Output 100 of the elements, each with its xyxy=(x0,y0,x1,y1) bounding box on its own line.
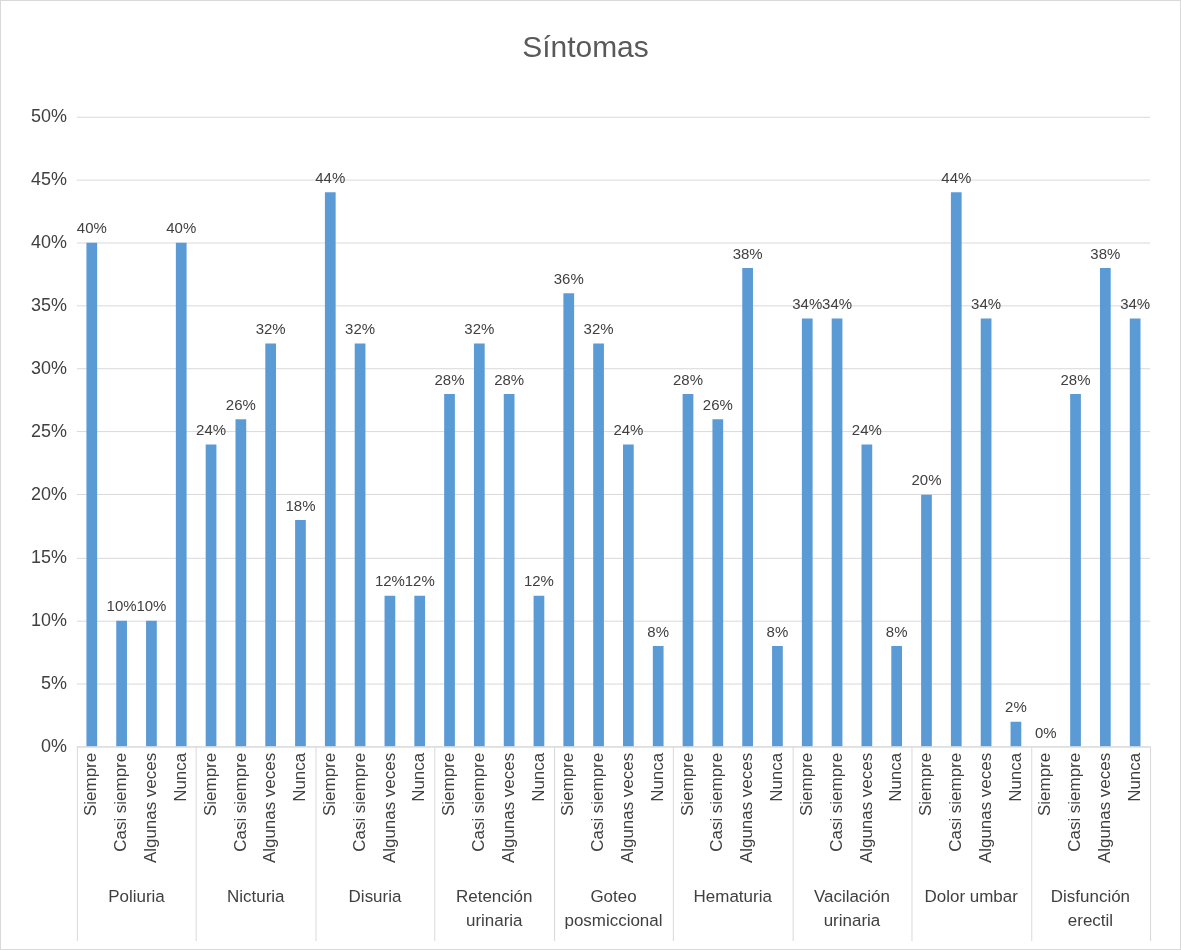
y-tick-label: 0% xyxy=(40,735,67,756)
x-tick-label: Algunas veces xyxy=(618,752,638,864)
y-tick-label: 25% xyxy=(30,420,67,441)
bar xyxy=(414,595,426,747)
x-tick-label: Algunas veces xyxy=(856,752,876,864)
text: Vacilación urinaria xyxy=(813,887,890,931)
x-tick-label: Siempre xyxy=(796,752,816,816)
bar xyxy=(473,343,485,747)
x-tick-label: Algunas veces xyxy=(141,752,161,864)
bar xyxy=(1099,267,1111,747)
x-tick-label: Casi siempre xyxy=(707,752,727,852)
x-tick-label: Siempre xyxy=(916,752,936,816)
bar xyxy=(593,343,604,747)
data-label: 28% xyxy=(494,370,525,388)
bar xyxy=(384,595,396,747)
x-tick-label: Nunca xyxy=(1124,752,1144,802)
text: Retención urinaria xyxy=(456,887,533,931)
bar xyxy=(235,419,247,747)
x-tick-label: Siempre xyxy=(81,752,101,816)
data-label: 34% xyxy=(822,295,853,313)
data-label: 34% xyxy=(792,295,823,313)
x-tick-label: Nunca xyxy=(1005,752,1025,802)
data-label: 26% xyxy=(702,395,733,413)
text: Goteo posmiccional xyxy=(564,887,663,931)
bar xyxy=(533,595,545,747)
x-tick-label: Nunca xyxy=(886,752,906,802)
data-label: 38% xyxy=(1090,244,1121,262)
data-label: 28% xyxy=(434,370,465,388)
x-tick-label: Algunas veces xyxy=(379,752,399,864)
bar xyxy=(324,192,336,747)
y-tick-label: 40% xyxy=(30,231,67,252)
bar xyxy=(563,293,575,747)
x-tick-label: Algunas veces xyxy=(498,752,518,864)
text: Poliuria xyxy=(108,887,166,907)
x-tick-label: Casi siempre xyxy=(469,752,489,852)
data-label: 40% xyxy=(76,219,107,237)
bar xyxy=(652,646,664,747)
data-label: 8% xyxy=(885,622,908,640)
data-label: 10% xyxy=(106,597,137,615)
data-label: 38% xyxy=(732,244,763,262)
bar xyxy=(682,394,694,747)
bar xyxy=(503,394,515,747)
x-tick-label: Siempre xyxy=(439,752,459,816)
y-tick-label: 30% xyxy=(30,357,67,378)
x-tick-label: Casi siempre xyxy=(945,752,965,852)
text: Nicturia xyxy=(227,887,286,907)
x-tick-label: Algunas veces xyxy=(1095,752,1115,864)
bar xyxy=(623,444,634,747)
y-tick-label: 45% xyxy=(30,168,67,189)
x-tick-label: Casi siempre xyxy=(826,752,846,852)
data-label: 10% xyxy=(136,597,167,615)
bar xyxy=(742,267,753,747)
x-tick-label: Nunca xyxy=(409,752,429,802)
bar xyxy=(295,520,306,747)
data-label: 12% xyxy=(404,572,435,590)
data-label: 24% xyxy=(613,421,644,439)
bar xyxy=(980,318,992,747)
bar xyxy=(146,620,157,747)
data-label: 12% xyxy=(374,572,405,590)
data-label: 34% xyxy=(971,295,1002,313)
bar xyxy=(950,192,962,747)
data-label: 18% xyxy=(285,496,316,514)
x-tick-label: Siempre xyxy=(319,752,339,816)
x-tick-label: Nunca xyxy=(647,752,667,802)
bar xyxy=(265,343,277,747)
data-label: 26% xyxy=(225,395,256,413)
x-tick-label: Casi siempre xyxy=(588,752,608,852)
data-label: 34% xyxy=(1120,295,1151,313)
text: Disuria xyxy=(348,887,402,907)
y-tick-label: 5% xyxy=(40,672,67,693)
bar xyxy=(444,394,455,747)
bar xyxy=(801,318,813,747)
x-tick-label: Siempre xyxy=(677,752,697,816)
x-tick-label: Algunas veces xyxy=(737,752,757,864)
y-tick-label: 20% xyxy=(30,483,67,504)
bar xyxy=(354,343,366,747)
data-label: 32% xyxy=(464,320,495,338)
data-label: 8% xyxy=(766,622,789,640)
bar xyxy=(712,419,724,747)
data-label: 2% xyxy=(1005,698,1027,716)
x-tick-label: Siempre xyxy=(1035,752,1055,816)
x-tick-label: Nunca xyxy=(170,752,190,802)
x-tick-label: Casi siempre xyxy=(230,752,250,852)
text: Disfunción erectil xyxy=(1050,887,1131,931)
bar xyxy=(1129,318,1141,747)
x-tick-label: Casi siempre xyxy=(349,752,369,852)
data-label: 32% xyxy=(583,320,614,338)
y-tick-label: 15% xyxy=(30,546,67,567)
data-label: 28% xyxy=(1060,370,1091,388)
data-label: 44% xyxy=(315,169,346,187)
x-tick-label: Casi siempre xyxy=(111,752,131,852)
bar xyxy=(116,620,127,747)
text: Dolor umbar xyxy=(924,887,1019,907)
x-tick-label: Siempre xyxy=(200,752,220,816)
bar xyxy=(86,242,98,747)
y-tick-label: 35% xyxy=(30,294,67,315)
data-label: 0% xyxy=(1034,723,1057,741)
x-tick-label: Siempre xyxy=(558,752,578,816)
bar xyxy=(205,444,217,747)
x-tick-label: Nunca xyxy=(528,752,548,802)
